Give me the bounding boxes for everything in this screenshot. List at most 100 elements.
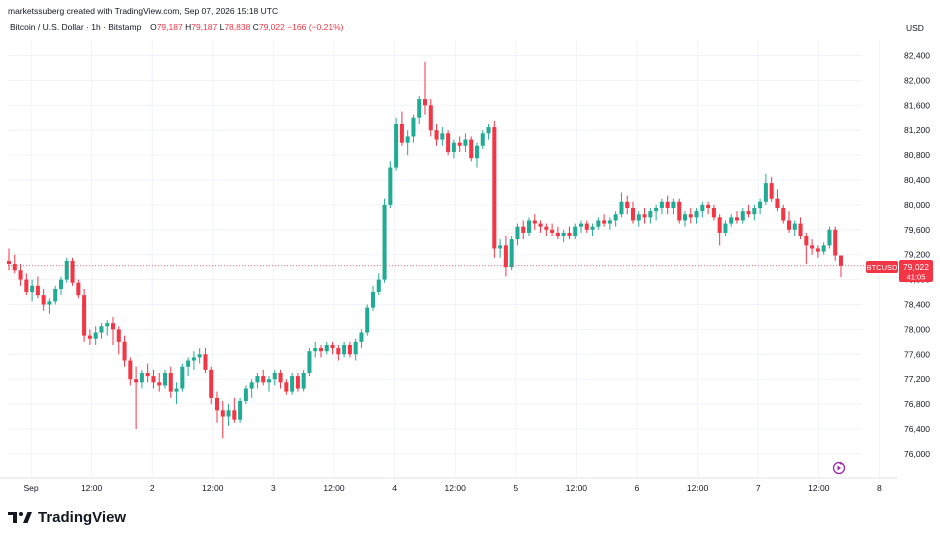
candle-body-down <box>665 201 670 209</box>
candle-body-down <box>220 410 225 417</box>
brand-name[interactable]: TradingView <box>38 508 127 526</box>
candle-body-down <box>232 410 237 420</box>
candle-body-up <box>636 214 641 221</box>
candle-body-up <box>180 366 185 389</box>
candle-body-down <box>815 248 820 252</box>
candle-body-down <box>781 208 786 221</box>
candle-body-down <box>469 139 474 159</box>
candle-body-down <box>798 223 803 237</box>
candle-body-up <box>324 344 329 352</box>
candle-body-up <box>723 223 728 233</box>
candle-body-up <box>694 211 699 218</box>
candle-body-down <box>330 344 335 349</box>
tradingview-logo-icon[interactable] <box>8 510 32 524</box>
candle-body-down <box>116 329 121 342</box>
candle-body-up <box>266 379 272 383</box>
candle-body-down <box>775 198 780 209</box>
candle-body-up <box>486 127 491 134</box>
candle-body-down <box>151 376 156 383</box>
y-tick-label: 80,000 <box>904 200 930 210</box>
candle-body-up <box>821 245 826 252</box>
candle-body-down <box>717 217 722 233</box>
replay-icon[interactable] <box>832 461 846 475</box>
candle-body-down <box>630 208 636 221</box>
candle-body-up <box>105 323 110 327</box>
candle-body-up <box>729 217 734 224</box>
candle-body-down <box>261 376 266 383</box>
open-label: O <box>150 22 157 32</box>
high-label: H <box>185 22 192 32</box>
y-tick-label: 81,200 <box>904 125 930 135</box>
candle-body-down <box>642 214 647 218</box>
candle-body-down <box>769 183 774 199</box>
candle-body-up <box>93 332 98 339</box>
candle-body-down <box>544 226 549 230</box>
candle-body-up <box>792 223 797 230</box>
candle-body-up <box>411 117 416 137</box>
low-label: L <box>219 22 225 32</box>
candle-body-down <box>677 201 682 221</box>
candle-body-up <box>388 167 393 205</box>
high-value: 79,187 <box>191 22 218 32</box>
candle-body-up <box>659 201 664 209</box>
candle-body-up <box>162 372 168 386</box>
candle-body-up <box>417 99 422 118</box>
candle-body-down <box>87 335 92 339</box>
y-tick-label: 76,800 <box>904 399 930 409</box>
x-tick-label: 3 <box>271 483 276 493</box>
candle-body-up <box>654 208 659 212</box>
candle-body-up <box>671 201 676 209</box>
candle-body-down <box>538 223 543 227</box>
ticker-tag-label: BTCUSD <box>867 263 898 272</box>
candle-body-down <box>706 204 711 209</box>
candle-body-down <box>209 369 214 398</box>
candle-body-up <box>480 133 485 146</box>
candle-body-up <box>474 145 480 159</box>
price-tag-bg <box>899 260 933 282</box>
price-tag-value: 79,022 <box>903 262 929 272</box>
low-value: 78,838 <box>224 22 251 32</box>
candle-body-up <box>607 220 612 224</box>
candle-body-down <box>24 279 29 293</box>
candle-body-up <box>313 348 318 352</box>
x-tick-label: 2 <box>150 483 155 493</box>
candle-body-down <box>122 341 127 361</box>
candle-body-up <box>255 376 260 383</box>
candle-body-down <box>399 123 404 143</box>
candle-body-up <box>463 139 468 146</box>
candle-body-up <box>758 201 763 209</box>
candle-body-down <box>145 372 150 377</box>
candle-body-down <box>41 295 46 305</box>
y-tick-label: 82,400 <box>904 51 930 61</box>
candle-body-down <box>532 220 537 224</box>
symbol-title[interactable]: Bitcoin / U.S. Dollar · 1h · Bitstamp <box>10 22 142 32</box>
candle-body-down <box>434 130 439 140</box>
x-tick-label: 12:00 <box>687 483 709 493</box>
candle-body-down <box>82 295 87 336</box>
candle-body-down <box>555 232 560 237</box>
candle-body-up <box>561 232 566 237</box>
candle-body-up <box>359 332 364 342</box>
candlestick-chart[interactable]: 82,400 82,000 81,600 81,200 80,800 80,400 80,0… <box>0 0 940 500</box>
candle-body-up <box>648 211 653 218</box>
candle-body-down <box>833 229 838 256</box>
candle-body-up <box>827 229 832 246</box>
candle-body-down <box>625 201 630 209</box>
candle-body-down <box>347 344 352 355</box>
y-tick-label: 77,600 <box>904 349 930 359</box>
candle-body-up <box>590 226 595 230</box>
candle-body-up <box>619 201 624 215</box>
candle-body-down <box>157 382 162 386</box>
currency-label: USD <box>906 23 924 33</box>
candle-body-down <box>35 285 40 296</box>
x-tick-label: 5 <box>513 483 518 493</box>
x-tick-label: 12:00 <box>566 483 588 493</box>
candle-body-up <box>596 220 601 227</box>
candle-body-down <box>203 354 208 370</box>
price-tag: BTCUSD 79,022 41:05 <box>866 260 933 282</box>
candle-body-up <box>249 382 254 389</box>
candle-body-up <box>174 388 179 392</box>
candle-body-down <box>688 214 693 218</box>
ticker-tag-bg <box>866 261 898 273</box>
candle-body-down <box>428 105 433 131</box>
